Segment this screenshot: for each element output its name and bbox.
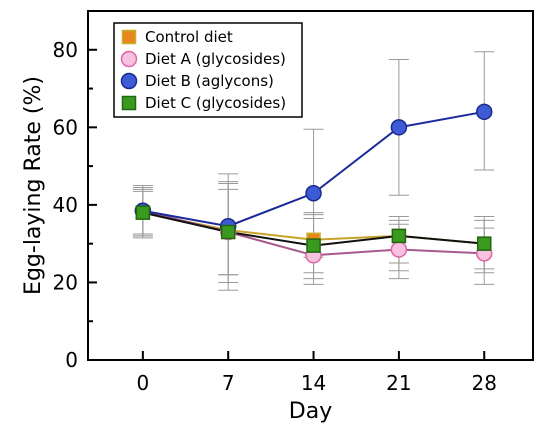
y-tick-label: 0 <box>65 348 78 372</box>
diet-b-aglycons-point <box>475 103 493 121</box>
series-markers <box>134 103 493 264</box>
plot-frame <box>87 10 534 361</box>
diet-c-glycosides-point <box>135 205 151 220</box>
diet-c-glycosides-point <box>306 238 321 253</box>
legend-marker-diet-a-glycosides <box>120 50 138 68</box>
y-tick-label: 60 <box>53 115 78 139</box>
x-tick-label: 7 <box>222 371 235 395</box>
x-tick-label: 28 <box>472 371 497 395</box>
x-axis: 0 7 14 21 28 <box>136 351 497 395</box>
x-tick-label: 14 <box>301 371 326 395</box>
diet-c-glycosides-point <box>476 236 492 251</box>
diet-b-aglycons-point <box>390 119 408 136</box>
legend-label-diet-c-glycosides: Diet C (glycosides) <box>145 94 286 112</box>
legend: Control diet Diet A (glycosides) Diet B (a… <box>113 22 303 118</box>
diet-b-aglycons-point <box>305 185 322 202</box>
legend-box <box>113 22 303 118</box>
x-axis-title: Day <box>289 399 332 424</box>
diet-c-glycosides-point <box>391 228 407 244</box>
x-tick-label: 0 <box>136 371 149 395</box>
y-tick-label: 40 <box>53 193 78 217</box>
diet-a-glycosides-point <box>390 241 408 258</box>
y-tick-label: 80 <box>53 38 78 62</box>
y-tick-label: 20 <box>53 270 78 294</box>
x-tick-label: 21 <box>386 371 411 395</box>
legend-label-diet-b-aglycons: Diet B (aglycons) <box>145 72 274 90</box>
legend-marker-control-diet <box>121 29 137 45</box>
legend-marker-diet-b-aglycons <box>120 72 138 90</box>
legend-marker-diet-c-glycosides <box>121 95 137 111</box>
legend-label-diet-a-glycosides: Diet A (glycosides) <box>145 50 286 68</box>
legend-label-control-diet: Control diet <box>145 28 233 46</box>
y-axis-title: Egg-laying Rate (%) <box>21 76 46 295</box>
y-axis: 0 20 40 60 80 <box>53 38 97 372</box>
diet-c-glycosides-point <box>220 224 236 240</box>
